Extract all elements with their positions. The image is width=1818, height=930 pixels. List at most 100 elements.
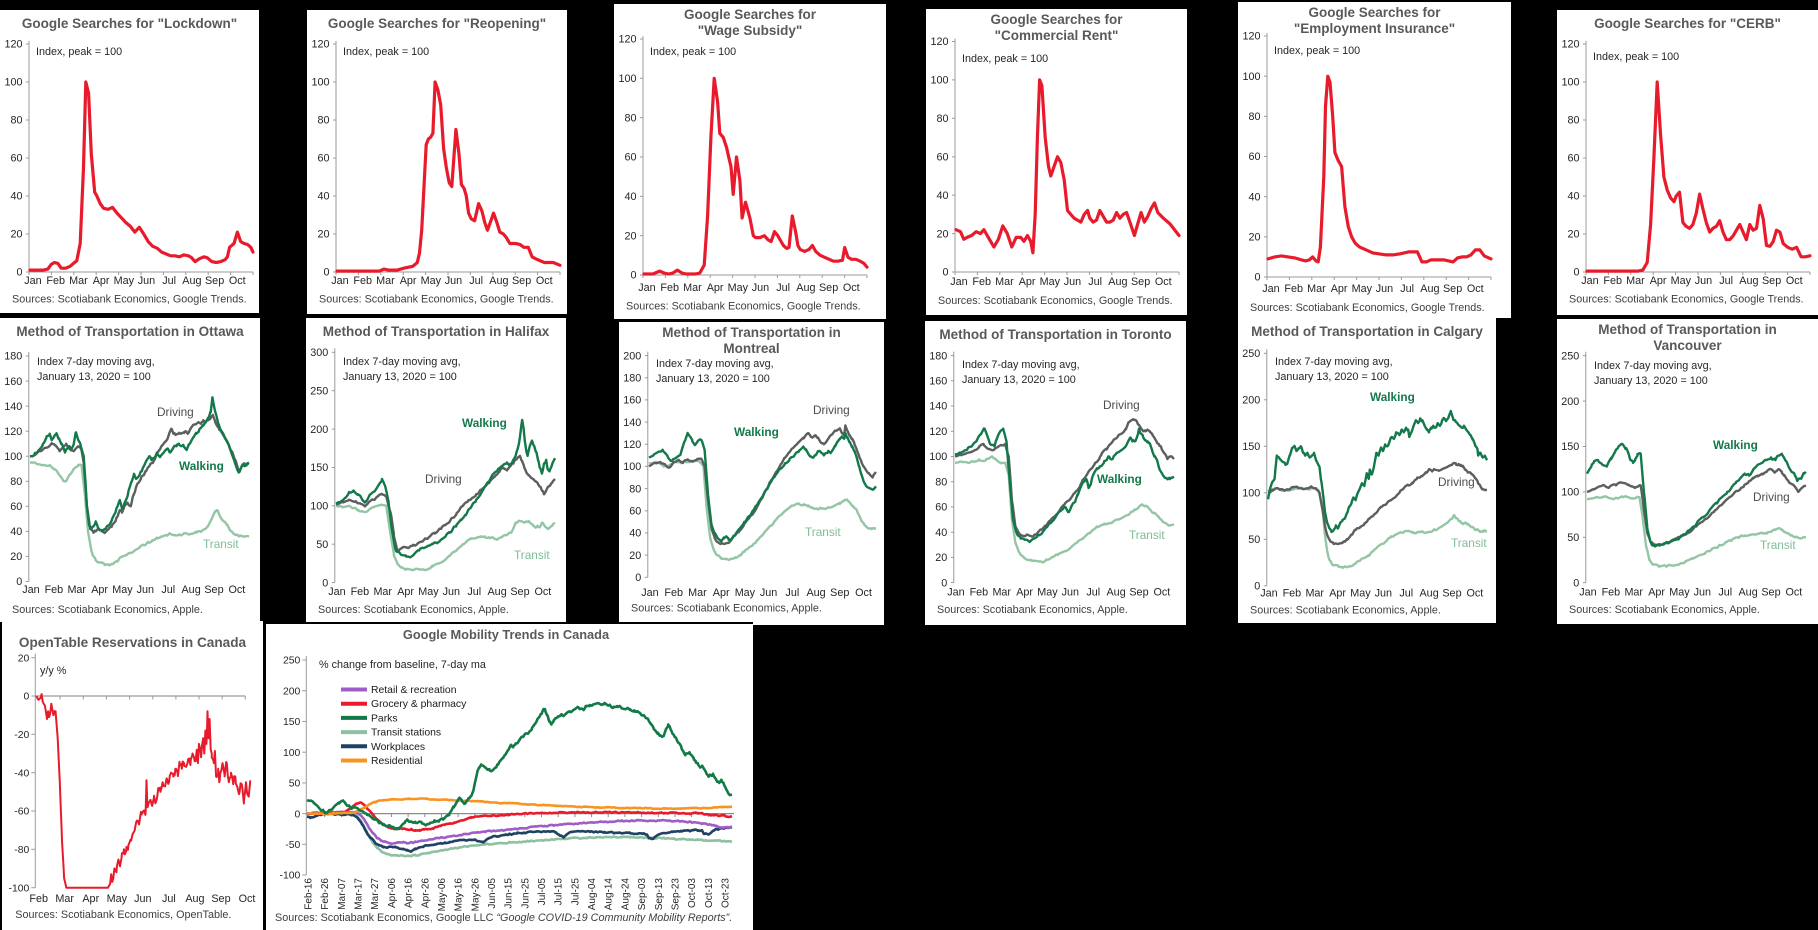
svg-text:Sep: Sep — [204, 584, 223, 596]
svg-text:"Wage Subsidy": "Wage Subsidy" — [698, 23, 803, 38]
svg-text:May: May — [112, 584, 133, 596]
svg-text:Mar-17: Mar-17 — [354, 878, 365, 910]
svg-text:Jul: Jul — [1400, 283, 1414, 295]
svg-text:Oct: Oct — [1786, 275, 1803, 287]
svg-text:Index 7-day moving avg,: Index 7-day moving avg, — [1275, 356, 1393, 368]
svg-text:Google Searches for "Reopening: Google Searches for "Reopening" — [328, 16, 546, 31]
svg-text:250: 250 — [1242, 348, 1260, 360]
svg-text:100: 100 — [1561, 77, 1579, 89]
svg-text:300: 300 — [310, 347, 328, 359]
svg-text:100: 100 — [311, 77, 329, 89]
svg-text:180: 180 — [929, 350, 947, 362]
svg-text:January 13, 2020 = 100: January 13, 2020 = 100 — [962, 374, 1076, 386]
svg-text:50: 50 — [316, 539, 328, 551]
svg-text:May-16: May-16 — [454, 878, 465, 912]
svg-text:Apr: Apr — [1016, 587, 1033, 599]
svg-text:-100: -100 — [280, 871, 301, 882]
svg-text:Apr: Apr — [713, 587, 730, 599]
svg-text:Jul: Jul — [1086, 587, 1100, 599]
svg-text:Jul: Jul — [1719, 275, 1733, 287]
svg-text:Aug: Aug — [1420, 283, 1439, 295]
svg-text:Sources: Scotiabank Economics,: Sources: Scotiabank Economics, Google Tr… — [319, 294, 554, 306]
svg-text:May: May — [418, 586, 439, 598]
svg-text:Aug: Aug — [806, 587, 825, 599]
svg-text:Oct: Oct — [228, 584, 245, 596]
svg-text:Apr: Apr — [397, 586, 414, 598]
svg-text:200: 200 — [283, 686, 301, 697]
svg-text:Jul: Jul — [776, 282, 790, 294]
svg-text:20: 20 — [1248, 232, 1260, 244]
svg-text:60: 60 — [935, 502, 947, 514]
svg-text:Sources: Scotiabank Economics,: Sources: Scotiabank Economics, Apple. — [631, 603, 822, 615]
svg-text:Feb: Feb — [351, 586, 370, 598]
svg-text:Sources: Scotiabank Economics,: Sources: Scotiabank Economics, Apple. — [1569, 604, 1760, 616]
svg-text:Feb: Feb — [972, 276, 991, 288]
svg-text:Index, peak = 100: Index, peak = 100 — [36, 46, 122, 58]
svg-text:Feb: Feb — [970, 587, 989, 599]
svg-text:May-26: May-26 — [470, 878, 481, 912]
svg-text:Feb: Feb — [1284, 283, 1303, 295]
svg-text:Transit: Transit — [1129, 528, 1165, 542]
svg-text:Google Searches for: Google Searches for — [684, 7, 817, 22]
svg-text:Mar-07: Mar-07 — [337, 878, 348, 910]
svg-text:Jan: Jan — [328, 586, 345, 598]
svg-text:120: 120 — [1561, 39, 1579, 51]
svg-text:Index, peak = 100: Index, peak = 100 — [343, 46, 429, 58]
svg-text:Apr-06: Apr-06 — [387, 878, 398, 908]
svg-text:May: May — [1669, 587, 1690, 599]
svg-text:Driving: Driving — [1438, 475, 1475, 489]
svg-text:Oct: Oct — [1153, 587, 1170, 599]
svg-text:100: 100 — [283, 748, 301, 759]
svg-text:Driving: Driving — [425, 472, 462, 486]
svg-text:January 13, 2020 = 100: January 13, 2020 = 100 — [37, 371, 151, 383]
svg-text:Jan: Jan — [22, 584, 39, 596]
svg-text:Sep: Sep — [1761, 587, 1780, 599]
svg-text:40: 40 — [317, 191, 329, 203]
svg-text:Apr: Apr — [707, 282, 724, 294]
svg-text:Mar: Mar — [1624, 587, 1643, 599]
svg-text:200: 200 — [1242, 395, 1260, 407]
svg-text:Sep: Sep — [1443, 283, 1462, 295]
svg-text:Sources: Scotiabank Economics,: Sources: Scotiabank Economics, Google Tr… — [938, 295, 1173, 307]
svg-text:May: May — [1352, 283, 1373, 295]
svg-text:100: 100 — [310, 501, 328, 513]
svg-text:Sep: Sep — [819, 282, 838, 294]
svg-text:100: 100 — [4, 451, 22, 463]
svg-text:% change from baseline, 7-day: % change from baseline, 7-day ma — [319, 659, 486, 671]
svg-text:May: May — [1040, 276, 1061, 288]
svg-text:Sources: Scotiabank Economics,: Sources: Scotiabank Economics, Apple. — [937, 604, 1128, 616]
svg-text:Mar: Mar — [55, 893, 74, 905]
svg-text:Jan: Jan — [1579, 587, 1596, 599]
svg-text:Google Searches for: Google Searches for — [990, 12, 1123, 27]
svg-text:May: May — [1350, 588, 1371, 600]
svg-text:Oct-23: Oct-23 — [721, 878, 732, 908]
svg-text:Jun: Jun — [760, 587, 777, 599]
svg-text:250: 250 — [283, 656, 301, 667]
svg-text:Jan: Jan — [1262, 283, 1279, 295]
svg-text:200: 200 — [1561, 396, 1579, 408]
svg-text:Sources: Scotiabank Economics,: Sources: Scotiabank Economics, Google LL… — [275, 912, 732, 924]
svg-text:Index 7-day moving avg,: Index 7-day moving avg, — [656, 358, 774, 370]
svg-text:Transit: Transit — [1760, 538, 1796, 552]
svg-text:Method of Transportation in To: Method of Transportation in Toronto — [939, 327, 1171, 342]
svg-text:Sep: Sep — [205, 275, 224, 287]
svg-text:Walking: Walking — [179, 459, 224, 473]
svg-text:0: 0 — [323, 267, 329, 279]
svg-text:Google Searches for "CERB": Google Searches for "CERB" — [1594, 16, 1781, 31]
svg-text:60: 60 — [936, 151, 948, 163]
svg-text:Jul: Jul — [1088, 276, 1102, 288]
svg-text:Apr: Apr — [400, 275, 417, 287]
svg-text:May: May — [1037, 587, 1058, 599]
svg-text:160: 160 — [4, 376, 22, 388]
svg-text:Apr: Apr — [82, 893, 99, 905]
svg-text:Mar: Mar — [69, 275, 88, 287]
svg-text:Mar: Mar — [995, 276, 1014, 288]
svg-text:120: 120 — [4, 426, 22, 438]
svg-text:20: 20 — [629, 550, 641, 562]
svg-text:60: 60 — [1567, 153, 1579, 165]
svg-text:60: 60 — [624, 152, 636, 164]
svg-text:May: May — [728, 282, 749, 294]
svg-text:"Employment Insurance": "Employment Insurance" — [1294, 21, 1455, 36]
svg-text:Sep: Sep — [512, 275, 531, 287]
svg-text:100: 100 — [929, 451, 947, 463]
